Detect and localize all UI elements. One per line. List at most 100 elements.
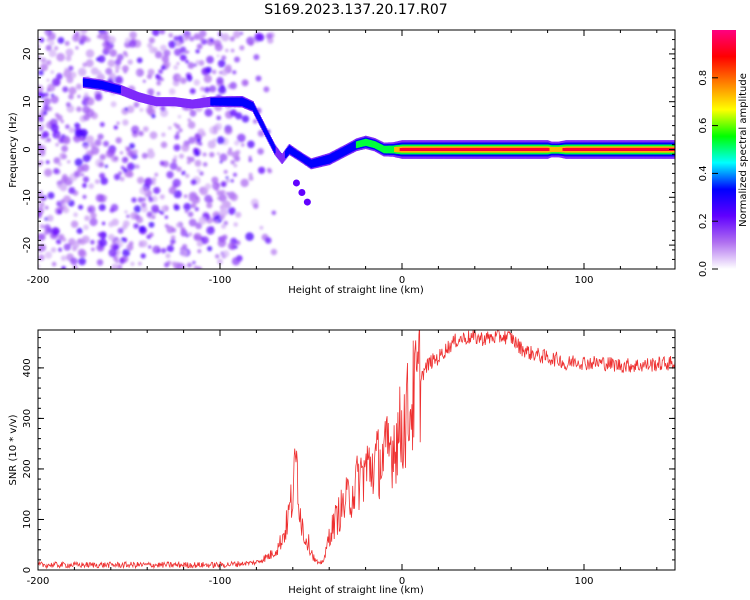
ridge-cell	[555, 146, 557, 153]
noise-blob	[187, 121, 196, 129]
noise-blob	[104, 40, 108, 44]
ridge-cell	[451, 147, 453, 151]
ridge-cell	[598, 147, 601, 151]
noise-blob	[219, 153, 228, 162]
noise-blob	[152, 215, 156, 219]
ridge-cell	[429, 147, 432, 151]
ridge-cell	[400, 148, 403, 151]
noise-blob	[195, 196, 199, 200]
noise-blob	[147, 42, 153, 49]
ridge-cell	[382, 145, 384, 153]
ridge-cell	[357, 140, 360, 148]
ridge-cell	[470, 147, 473, 151]
ridge-cell	[231, 97, 233, 106]
noise-blob	[187, 118, 192, 122]
noise-blob	[122, 65, 129, 72]
noise-blob	[68, 65, 74, 72]
noise-blob	[54, 46, 59, 51]
ridge-cell	[345, 145, 348, 155]
ridge-cell	[388, 145, 391, 154]
ridge-cell	[112, 84, 115, 92]
ridge-cell	[340, 148, 342, 158]
ridge-cell	[271, 140, 273, 148]
noise-blob	[176, 131, 180, 135]
noise-blob	[194, 207, 199, 212]
ridge-cell	[335, 150, 338, 160]
ridge-cell	[191, 99, 193, 109]
noise-blob	[219, 214, 225, 220]
ridge-cell	[580, 147, 583, 151]
noise-blob	[200, 86, 205, 92]
noise-blob	[160, 44, 167, 52]
branch-blob	[298, 189, 306, 197]
ridge-cell	[482, 147, 484, 151]
ridge-cell	[113, 84, 116, 93]
ridge-cell	[91, 79, 93, 88]
noise-blob	[264, 237, 272, 244]
noise-blob	[68, 94, 74, 100]
ridge-cell	[658, 147, 660, 151]
noise-blob	[199, 30, 207, 38]
noise-blob	[63, 243, 71, 251]
ridge-cell	[360, 140, 362, 147]
ridge-cell	[132, 89, 134, 100]
ridge-cell	[221, 97, 223, 106]
ridge-cell	[516, 147, 518, 151]
ridge-cell	[201, 98, 203, 108]
ridge-cell	[598, 147, 600, 151]
noise-blob	[40, 63, 48, 72]
noise-blob	[186, 262, 192, 268]
ridge-cell	[443, 147, 445, 151]
ridge-cell	[90, 79, 92, 88]
ridge-cell	[290, 146, 292, 155]
noise-blob	[67, 160, 71, 164]
noise-blob	[216, 76, 224, 85]
ridge-cell	[310, 159, 312, 168]
ridge-cell	[98, 80, 100, 89]
noise-blob	[82, 194, 87, 199]
noise-blob	[51, 261, 57, 267]
ridge-cell	[121, 85, 123, 96]
noise-blob	[119, 176, 125, 182]
ridge-cell	[399, 148, 402, 151]
noise-blob	[195, 49, 200, 54]
ridge-cell	[650, 147, 653, 151]
noise-blob	[201, 236, 209, 244]
ridge-cell	[619, 147, 622, 151]
ridge-cell	[405, 147, 407, 151]
noise-blob	[204, 194, 213, 203]
ridge-cell	[486, 147, 489, 151]
ridge-cell	[426, 147, 428, 151]
ridge-cell	[653, 147, 656, 151]
noise-blob	[158, 69, 164, 74]
ridge-cell	[244, 99, 247, 108]
ridge-cell	[524, 147, 526, 151]
noise-blob	[154, 51, 163, 59]
ridge-cell	[422, 147, 424, 151]
x-tick-label: -100	[209, 576, 232, 587]
ridge-cell	[312, 159, 314, 168]
ridge-cell	[108, 82, 110, 91]
ridge-cell	[455, 147, 457, 151]
noise-blob	[139, 107, 144, 112]
ridge-cell	[354, 141, 356, 151]
ridge-cell	[82, 78, 85, 87]
ridge-cell	[146, 94, 149, 104]
ridge-cell	[300, 153, 302, 161]
ridge-cell	[468, 147, 471, 151]
noise-blob	[83, 95, 90, 102]
y-tick-label: 300	[22, 409, 33, 428]
ridge-cell	[428, 147, 431, 151]
ridge-cell	[137, 92, 140, 102]
noise-blob	[39, 37, 45, 43]
noise-blob	[148, 221, 155, 228]
noise-blob	[156, 80, 162, 86]
noise-blob	[206, 202, 213, 209]
ridge-cell	[647, 147, 649, 151]
ridge-cell	[368, 139, 371, 147]
ridge-cell	[330, 153, 332, 163]
ridge-cell	[548, 146, 551, 153]
ridge-cell	[345, 146, 347, 155]
noise-blob	[116, 121, 120, 125]
ridge-cell	[179, 97, 181, 107]
